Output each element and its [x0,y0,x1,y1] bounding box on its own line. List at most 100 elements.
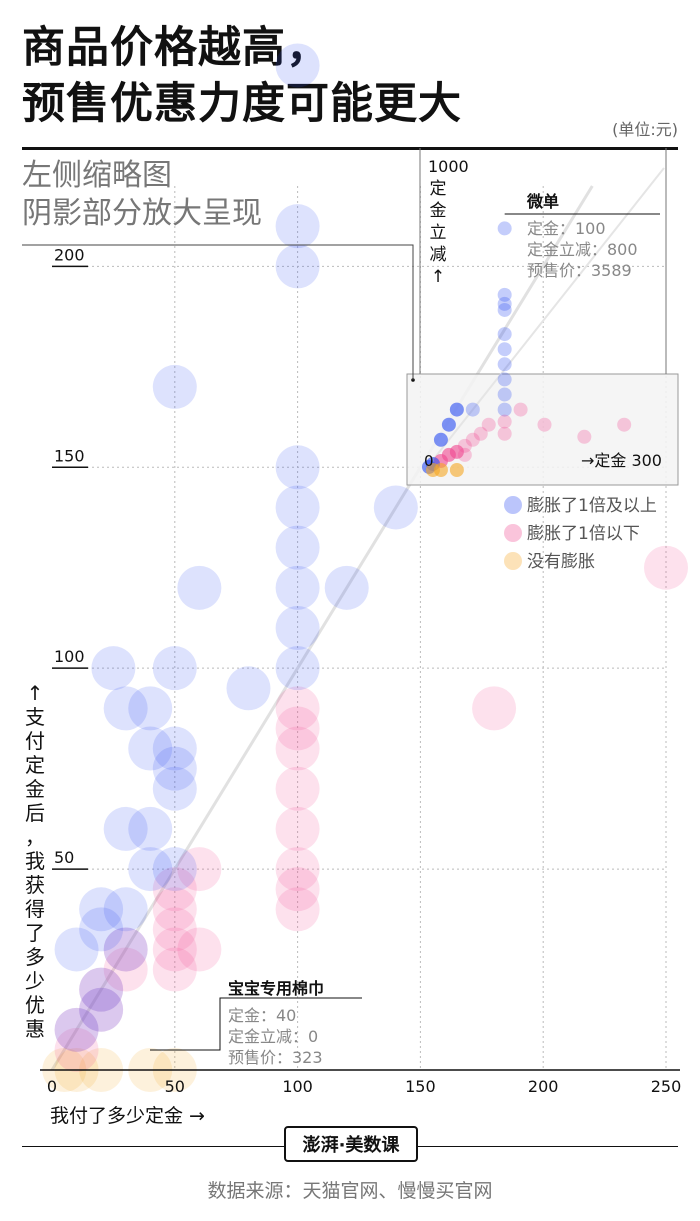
inset-data-point [497,402,512,417]
data-point [91,646,136,691]
data-point [275,766,320,811]
data-point [275,806,320,851]
inset-data-point [537,417,552,432]
data-point [79,967,124,1012]
data-point [275,445,320,490]
legend-label: 没有膨胀 [527,552,595,572]
inset-data-point [497,296,512,311]
y-tick-label: 100 [54,647,85,666]
inset-data-point [497,414,512,429]
x-tick-label: 0 [47,1077,57,1096]
data-point [152,947,197,992]
inset-data-point [433,432,448,447]
inset-data-point [497,327,512,342]
data-point [79,907,124,952]
inset-origin-label: 0 [424,452,434,470]
annotation-title-weidan: 微单 [526,192,559,211]
data-point [275,485,320,530]
data-point [324,565,369,610]
data-point [54,1007,99,1052]
inset-data-point [497,221,512,236]
annotation-line-mianjin: 预售价：323 [228,1048,323,1067]
data-point [152,887,197,932]
chart-title: 商品价格越高， 预售优惠力度可能更大 [22,20,462,132]
publisher-logo: 澎湃·美数课 [284,1126,418,1162]
data-point [54,927,99,972]
inset-data-point [497,287,512,302]
inset-data-point [513,402,528,417]
zoom-leader-line [22,244,414,380]
data-point [79,967,124,1012]
y-axis-label: ↑支付定金后，我获得了多少优惠 [25,681,45,1041]
legend-marker [504,524,522,542]
data-point [54,1007,99,1052]
data-point [79,987,124,1032]
data-point [152,646,197,691]
data-point [644,545,688,590]
inset-y-max-label: 1000 [428,157,469,176]
inset-data-point [449,463,464,477]
data-point [275,686,320,731]
data-point [275,847,320,892]
data-point [152,746,197,791]
legend-marker [504,496,522,514]
annotation-line-weidan: 定金立减：800 [527,240,638,259]
data-point [177,565,222,610]
subtitle-line-1: 左侧缩略图 [22,158,172,193]
subtitle: 左侧缩略图 阴影部分放大呈现 [22,157,262,233]
data-point [128,847,173,892]
data-point [275,887,320,932]
legend-label: 膨胀了1倍及以上 [527,496,657,516]
data-point [275,867,320,912]
unit-label: (单位:元) [612,120,678,139]
data-point [275,565,320,610]
legend-marker [504,552,522,570]
y-tick-label: 200 [54,245,85,264]
data-point [128,806,173,851]
subtitle-line-2: 阴影部分放大呈现 [22,196,262,231]
data-point [152,726,197,771]
inset-data-point [497,357,512,372]
inset-data-point [497,387,512,402]
x-tick-label: 250 [651,1077,682,1096]
title-line-1: 商品价格越高， [22,23,330,73]
data-point [152,847,197,892]
diagonal-reference-line [50,185,594,1071]
inset-data-point [617,417,632,432]
data-point [275,726,320,771]
inset-data-point [425,463,440,477]
data-point [275,706,320,751]
x-tick-label: 100 [282,1077,313,1096]
x-tick-label: 150 [405,1077,436,1096]
annotation-line-mianjin: 定金立减：0 [228,1027,318,1046]
data-point [103,927,148,972]
data-point [152,927,197,972]
inset-data-point [465,432,480,447]
data-point [472,686,517,731]
inset-data-point [497,426,512,441]
inset-data-point [497,342,512,357]
data-point [275,525,320,570]
y-tick-label: 150 [54,446,85,465]
annotation-leader-mianjin [150,997,362,1051]
data-point [275,204,320,249]
data-point [103,686,148,731]
data-point [373,485,418,530]
data-point [177,847,222,892]
y-tick-label: 50 [54,848,74,867]
data-point [79,887,124,932]
data-point [226,666,271,711]
inset-y-label: 定金立减↑ [430,179,447,287]
data-point [275,43,320,88]
legend-label: 膨胀了1倍以下 [527,524,640,544]
annotation-line-weidan: 预售价：3589 [527,261,632,280]
data-point [152,364,197,409]
inset-data-point [473,426,488,441]
inset-data-point [481,417,496,432]
annotation-line-mianjin: 定金：40 [228,1006,296,1025]
annotation-title-mianjin: 宝宝专用棉巾 [228,979,324,998]
inset-data-point [441,417,456,432]
data-point [79,987,124,1032]
title-line-2: 预售优惠力度可能更大 [22,79,462,129]
